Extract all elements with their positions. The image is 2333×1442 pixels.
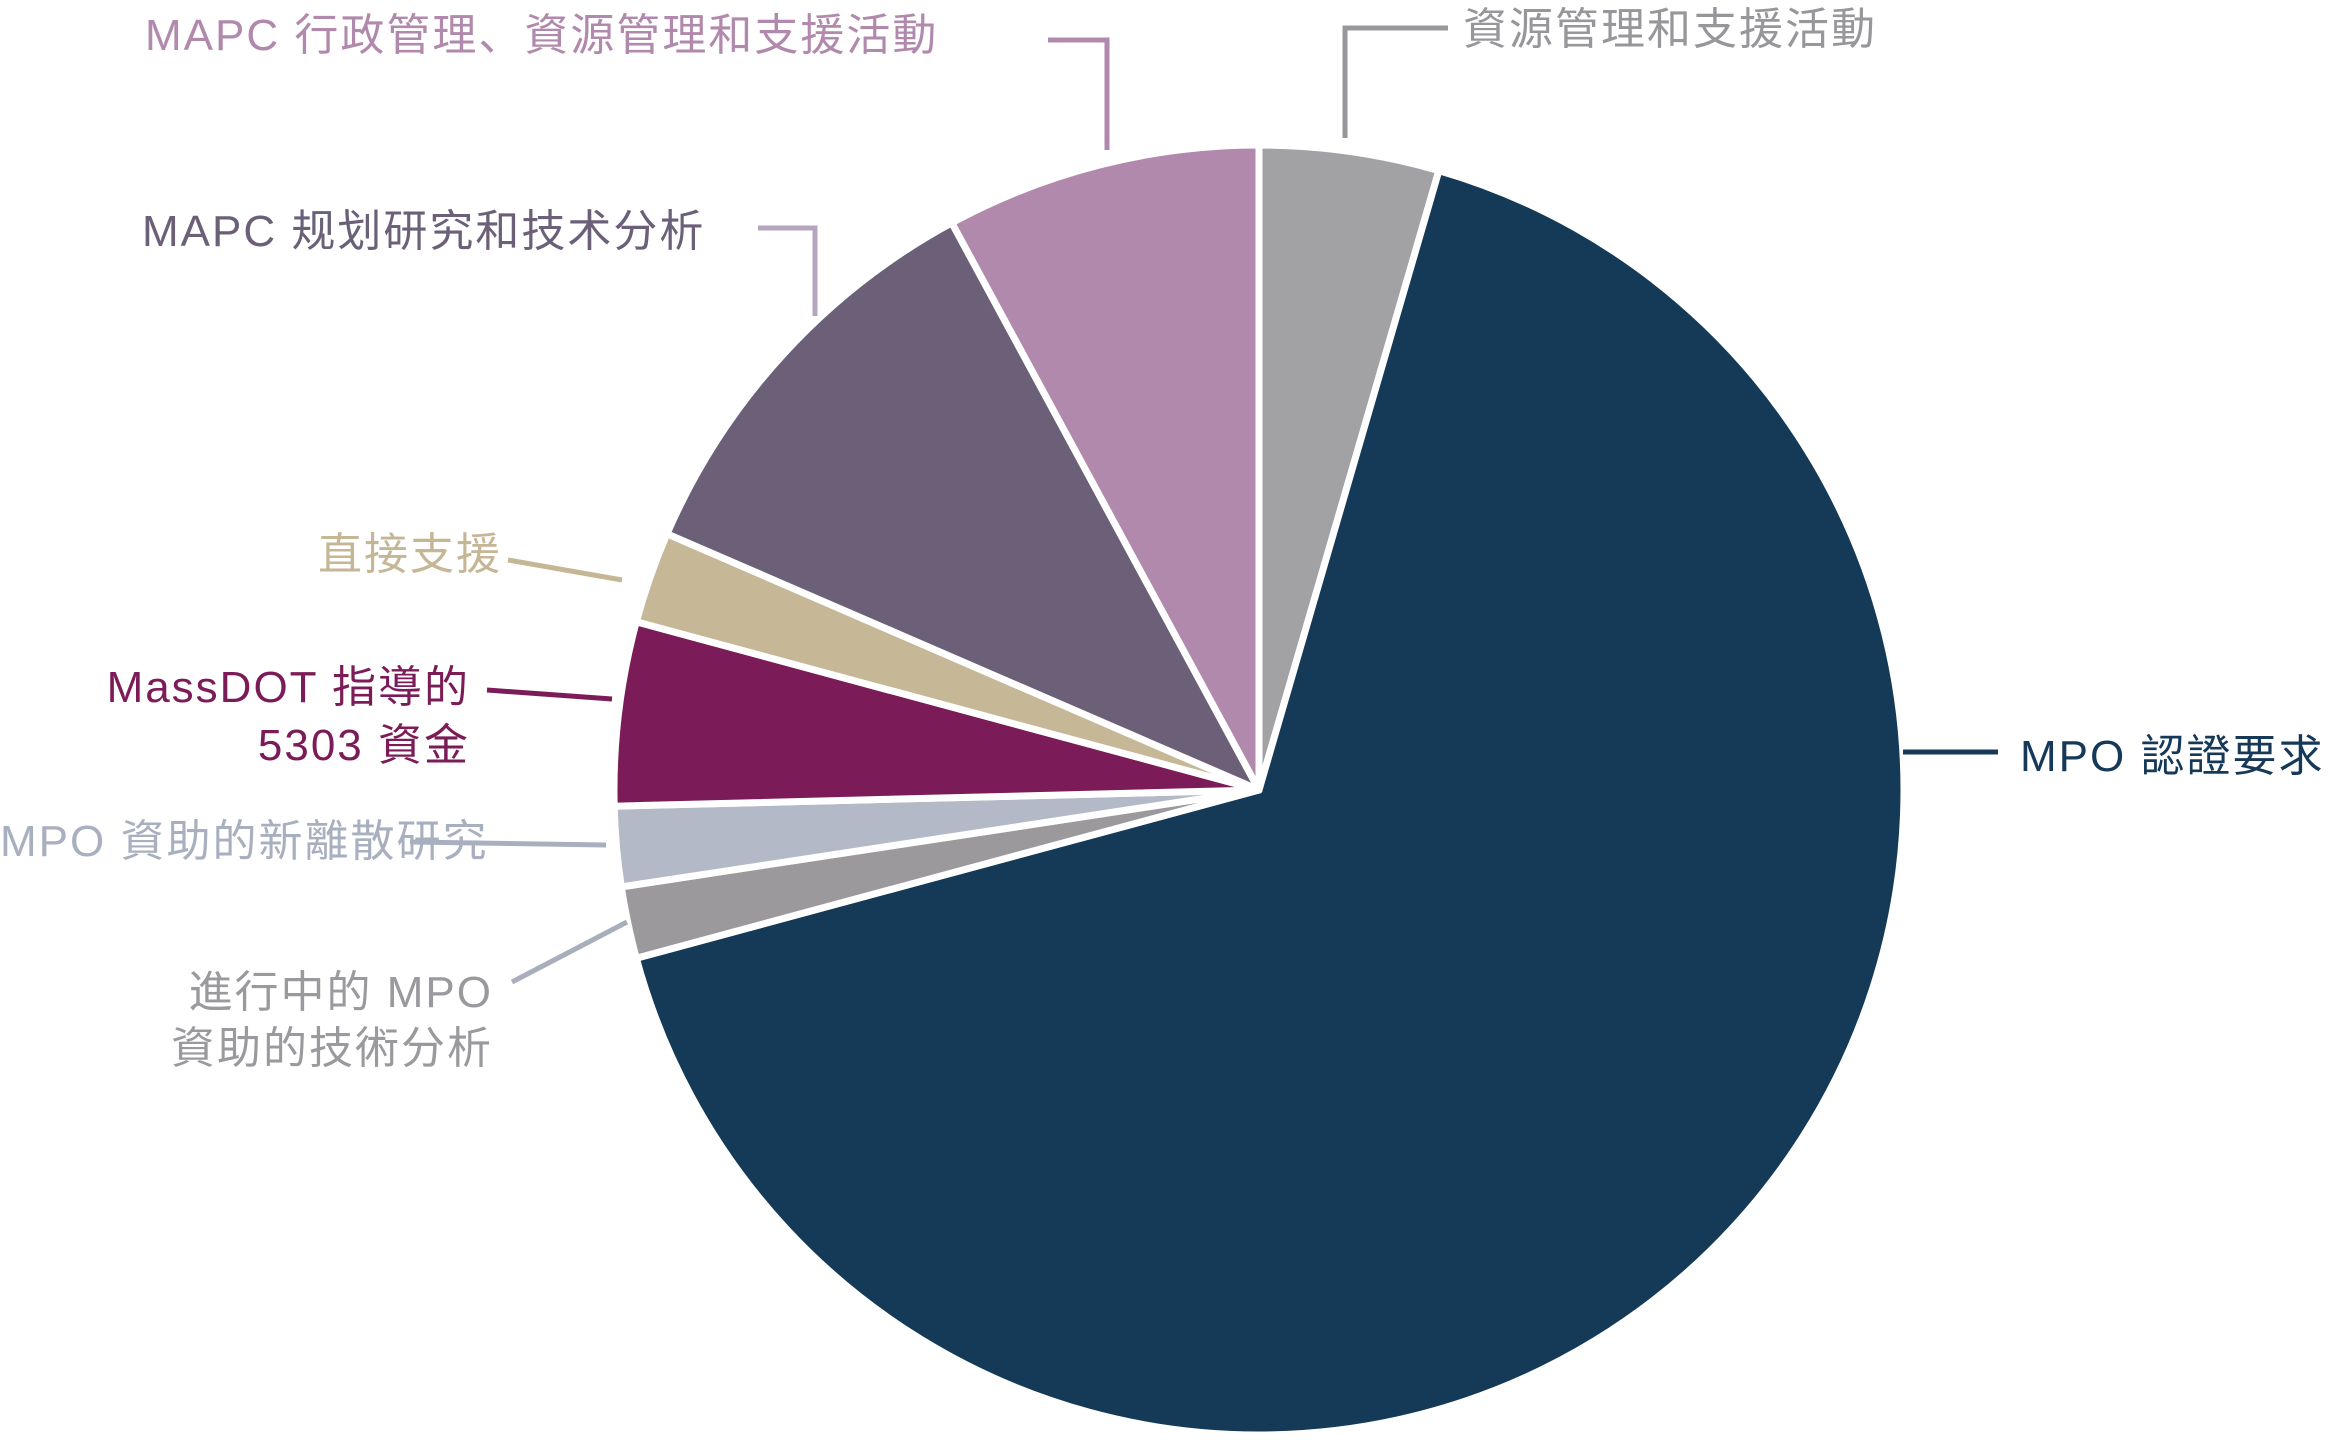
pie-slice-4 [610,618,1263,810]
leader-direct-support [507,557,623,583]
pie-slice-1 [632,167,1908,1439]
label-mpo-certification: MPO 認證要求 [2020,732,2325,781]
pie-slice-6 [663,219,1263,794]
label-resource-support: 資源管理和支援活動 [1463,5,1877,54]
label-ongoing-mpo: 進行中的 MPO 資助的技術分析 [171,968,493,1073]
leader-mpo-discrete [409,839,607,848]
pie [610,141,1908,1439]
leader-mapc-planning [758,225,818,316]
leader-ongoing-mpo [510,919,629,985]
leader-mapc-admin [1048,37,1110,150]
label-mapc-admin: MAPC 行政管理、資源管理和支援活動 [145,11,939,60]
label-mapc-planning: MAPC 规划研究和技术分析 [142,207,706,256]
leader-massdot-5303 [486,687,613,702]
label-mpo-discrete: MPO 資助的新離散研究 [0,817,489,866]
leader-resource-support [1342,25,1448,138]
label-massdot-5303: MassDOT 指導的 5303 資金 [106,663,470,770]
label-direct-support: 直接支援 [318,530,502,579]
leader-lines [409,25,1998,985]
pie-slice-7 [948,141,1263,794]
